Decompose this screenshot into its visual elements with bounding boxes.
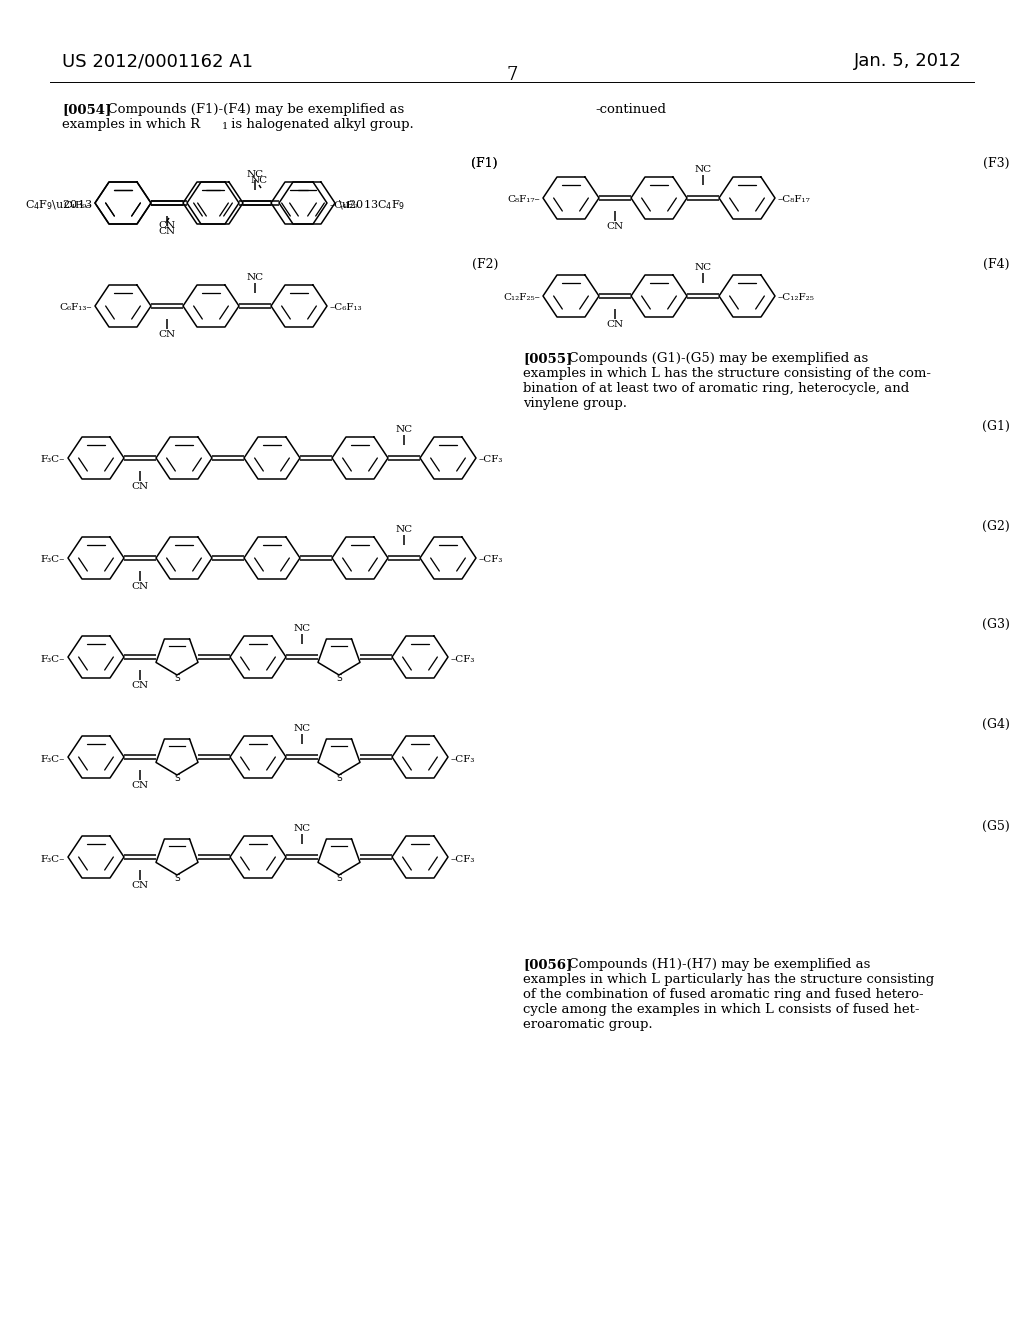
- Text: F₃C–: F₃C–: [41, 854, 65, 863]
- Text: NC: NC: [247, 170, 263, 180]
- Text: S: S: [174, 675, 180, 682]
- Text: C₆F₁₃–: C₆F₁₃–: [59, 304, 92, 313]
- Text: [0056]: [0056]: [523, 958, 572, 972]
- Text: CN: CN: [159, 220, 175, 230]
- Text: (F4): (F4): [983, 257, 1010, 271]
- Text: –C₆F₁₃: –C₆F₁₃: [330, 304, 362, 313]
- Text: S: S: [336, 874, 342, 883]
- Text: NC: NC: [247, 273, 263, 282]
- Text: [0054]: [0054]: [62, 103, 112, 116]
- Text: vinylene group.: vinylene group.: [523, 397, 627, 411]
- Text: bination of at least two of aromatic ring, heterocycle, and: bination of at least two of aromatic rin…: [523, 381, 909, 395]
- Text: NC: NC: [694, 165, 712, 174]
- Text: NC: NC: [395, 525, 413, 535]
- Text: CN: CN: [131, 482, 148, 491]
- Text: C$_4$F$_9$\u2013: C$_4$F$_9$\u2013: [25, 198, 92, 211]
- Text: 1: 1: [222, 121, 228, 131]
- Text: –CF₃: –CF₃: [479, 455, 504, 465]
- Text: (G4): (G4): [982, 718, 1010, 731]
- Text: (G1): (G1): [982, 420, 1010, 433]
- Text: (F1): (F1): [471, 157, 498, 170]
- Text: (G2): (G2): [982, 520, 1010, 533]
- Text: –CF₃: –CF₃: [479, 556, 504, 565]
- Text: –CF₃: –CF₃: [451, 655, 475, 664]
- Text: C₁₂F₂₅–: C₁₂F₂₅–: [503, 293, 540, 302]
- Text: examples in which L has the structure consisting of the com-: examples in which L has the structure co…: [523, 367, 931, 380]
- Text: S: S: [336, 675, 342, 682]
- Text: NC: NC: [251, 176, 267, 185]
- Text: F₃C–: F₃C–: [41, 755, 65, 763]
- Text: CN: CN: [606, 319, 624, 329]
- Text: –C₁₂F₂₅: –C₁₂F₂₅: [778, 293, 815, 302]
- Text: NC: NC: [395, 425, 413, 434]
- Text: F₃C–: F₃C–: [41, 655, 65, 664]
- Text: CN: CN: [159, 330, 175, 339]
- Text: NC: NC: [294, 824, 310, 833]
- Text: (G5): (G5): [982, 820, 1010, 833]
- Text: (F3): (F3): [983, 157, 1010, 170]
- Text: Compounds (G1)-(G5) may be exemplified as: Compounds (G1)-(G5) may be exemplified a…: [560, 352, 868, 366]
- Text: \u2013C$_4$F$_9$: \u2013C$_4$F$_9$: [338, 198, 406, 211]
- Text: CN: CN: [131, 880, 148, 890]
- Text: CN: CN: [131, 582, 148, 591]
- Text: eroaromatic group.: eroaromatic group.: [523, 1018, 652, 1031]
- Text: C₄F₉–: C₄F₉–: [63, 201, 92, 210]
- Text: examples in which R: examples in which R: [62, 117, 200, 131]
- Text: Compounds (H1)-(H7) may be exemplified as: Compounds (H1)-(H7) may be exemplified a…: [560, 958, 870, 972]
- Text: S: S: [174, 874, 180, 883]
- Text: is halogenated alkyl group.: is halogenated alkyl group.: [227, 117, 414, 131]
- Text: (G3): (G3): [982, 618, 1010, 631]
- Text: examples in which L particularly has the structure consisting: examples in which L particularly has the…: [523, 973, 934, 986]
- Text: 7: 7: [506, 66, 518, 84]
- Text: C₈F₁₇–: C₈F₁₇–: [507, 195, 540, 205]
- Text: [0055]: [0055]: [523, 352, 572, 366]
- Text: NC: NC: [294, 723, 310, 733]
- Text: -continued: -continued: [595, 103, 666, 116]
- Text: S: S: [174, 774, 180, 783]
- Text: CN: CN: [606, 222, 624, 231]
- Text: (F2): (F2): [472, 257, 498, 271]
- Text: F₃C–: F₃C–: [41, 556, 65, 565]
- Text: of the combination of fused aromatic ring and fused hetero-: of the combination of fused aromatic rin…: [523, 987, 924, 1001]
- Text: (F1): (F1): [471, 157, 498, 170]
- Text: US 2012/0001162 A1: US 2012/0001162 A1: [62, 51, 253, 70]
- Text: –C₈F₁₇: –C₈F₁₇: [778, 195, 811, 205]
- Text: NC: NC: [294, 624, 310, 634]
- Text: Compounds (F1)-(F4) may be exemplified as: Compounds (F1)-(F4) may be exemplified a…: [99, 103, 404, 116]
- Text: –C₄F₉: –C₄F₉: [330, 201, 358, 210]
- Text: cycle among the examples in which L consists of fused het-: cycle among the examples in which L cons…: [523, 1003, 920, 1016]
- Text: NC: NC: [694, 263, 712, 272]
- Text: S: S: [336, 774, 342, 783]
- Text: CN: CN: [159, 227, 175, 236]
- Text: CN: CN: [131, 681, 148, 690]
- Text: F₃C–: F₃C–: [41, 455, 65, 465]
- Text: Jan. 5, 2012: Jan. 5, 2012: [854, 51, 962, 70]
- Text: CN: CN: [131, 781, 148, 789]
- Text: –CF₃: –CF₃: [451, 755, 475, 763]
- Text: –CF₃: –CF₃: [451, 854, 475, 863]
